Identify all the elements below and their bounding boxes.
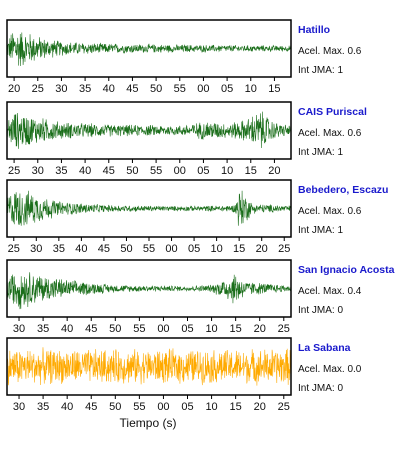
max-acceleration-label: Acel. Max. 0.4 bbox=[298, 286, 362, 297]
x-tick-label: 45 bbox=[85, 323, 97, 335]
x-tick-label: 30 bbox=[30, 243, 42, 255]
max-acceleration-label: Acel. Max. 0.6 bbox=[298, 206, 362, 217]
station-panel: 25 30 35 40 45 50 55 00 05 10 15 20 25 Bebedero, Esca… bbox=[6, 179, 388, 255]
x-tick-label: 05 bbox=[181, 323, 193, 335]
x-tick-label: 20 bbox=[254, 401, 266, 413]
x-tick-label: 15 bbox=[268, 83, 280, 95]
x-tick-label: 40 bbox=[61, 401, 73, 413]
x-tick-label: 00 bbox=[165, 243, 177, 255]
x-tick-label: 35 bbox=[53, 243, 65, 255]
panel-frame bbox=[6, 337, 292, 396]
x-tick-label: 15 bbox=[233, 243, 245, 255]
waveform-trace bbox=[6, 190, 292, 226]
panel-frame bbox=[6, 101, 292, 160]
x-tick-label: 30 bbox=[13, 401, 25, 413]
x-tick-label: 55 bbox=[133, 401, 145, 413]
waveform-trace bbox=[6, 32, 292, 67]
x-tick-label: 25 bbox=[32, 83, 44, 95]
max-acceleration-label: Acel. Max. 0.6 bbox=[298, 46, 362, 57]
waveform-trace bbox=[6, 272, 292, 310]
station-name: La Sabana bbox=[298, 342, 351, 354]
seismogram-panels: 20 25 30 35 40 45 50 55 00 05 10 15 Hatillo Acel. Max… bbox=[6, 19, 395, 413]
x-tick-label: 05 bbox=[197, 165, 209, 177]
x-tick-label: 55 bbox=[150, 165, 162, 177]
x-tick-label: 10 bbox=[210, 243, 222, 255]
x-tick-label: 25 bbox=[278, 243, 290, 255]
station-name: CAIS Puriscal bbox=[298, 106, 367, 118]
x-tick-label: 25 bbox=[278, 323, 290, 335]
station-name: Bebedero, Escazu bbox=[298, 184, 388, 196]
x-tick-label: 20 bbox=[268, 165, 280, 177]
x-tick-label: 20 bbox=[8, 83, 20, 95]
x-tick-label: 45 bbox=[103, 165, 115, 177]
x-tick-label: 40 bbox=[79, 165, 91, 177]
waveform-trace bbox=[6, 111, 292, 149]
x-tick-label: 25 bbox=[8, 243, 20, 255]
x-tick-label: 35 bbox=[55, 165, 67, 177]
x-tick-label: 20 bbox=[254, 323, 266, 335]
x-tick-label: 55 bbox=[143, 243, 155, 255]
station-name: San Ignacio Acosta bbox=[298, 264, 395, 276]
jma-intensity-label: Int JMA: 0 bbox=[298, 383, 343, 394]
x-tick-label: 40 bbox=[61, 323, 73, 335]
x-tick-label: 40 bbox=[75, 243, 87, 255]
x-tick-label: 45 bbox=[85, 401, 97, 413]
station-panel: 30 35 40 45 50 55 00 05 10 15 20 25 San Ignacio Acos… bbox=[6, 259, 395, 335]
x-tick-label: 05 bbox=[181, 401, 193, 413]
x-tick-label: 00 bbox=[197, 83, 209, 95]
x-tick-label: 50 bbox=[109, 401, 121, 413]
x-tick-label: 40 bbox=[103, 83, 115, 95]
waveform-trace bbox=[6, 347, 292, 386]
x-tick-label: 15 bbox=[230, 401, 242, 413]
max-acceleration-label: Acel. Max. 0.6 bbox=[298, 128, 362, 139]
x-tick-label: 00 bbox=[174, 165, 186, 177]
x-tick-label: 45 bbox=[98, 243, 110, 255]
x-axis-label: Tiempo (s) bbox=[120, 416, 177, 430]
x-tick-label: 30 bbox=[55, 83, 67, 95]
x-tick-label: 10 bbox=[205, 401, 217, 413]
x-tick-label: 50 bbox=[150, 83, 162, 95]
jma-intensity-label: Int JMA: 0 bbox=[298, 305, 343, 316]
x-tick-label: 10 bbox=[205, 323, 217, 335]
x-tick-label: 50 bbox=[109, 323, 121, 335]
station-panel: 25 30 35 40 45 50 55 00 05 10 15 20 CAIS Puriscal Ace… bbox=[6, 101, 367, 177]
x-tick-label: 15 bbox=[245, 165, 257, 177]
x-tick-label: 35 bbox=[37, 401, 49, 413]
x-tick-label: 30 bbox=[13, 323, 25, 335]
jma-intensity-label: Int JMA: 1 bbox=[298, 225, 343, 236]
x-tick-label: 45 bbox=[126, 83, 138, 95]
x-tick-label: 00 bbox=[157, 323, 169, 335]
jma-intensity-label: Int JMA: 1 bbox=[298, 65, 343, 76]
x-tick-label: 35 bbox=[79, 83, 91, 95]
x-tick-label: 55 bbox=[174, 83, 186, 95]
x-tick-label: 25 bbox=[278, 401, 290, 413]
x-tick-label: 50 bbox=[120, 243, 132, 255]
x-tick-label: 00 bbox=[157, 401, 169, 413]
jma-intensity-label: Int JMA: 1 bbox=[298, 147, 343, 158]
x-tick-label: 05 bbox=[221, 83, 233, 95]
station-panel: 30 35 40 45 50 55 00 05 10 15 20 25 La Sabana Acel. M… bbox=[6, 337, 362, 413]
x-tick-label: 20 bbox=[256, 243, 268, 255]
panel-frame bbox=[6, 259, 292, 318]
station-panel: 20 25 30 35 40 45 50 55 00 05 10 15 Hatillo Acel. Max… bbox=[6, 19, 362, 95]
panel-frame bbox=[6, 19, 292, 78]
x-tick-label: 25 bbox=[8, 165, 20, 177]
x-tick-label: 05 bbox=[188, 243, 200, 255]
x-tick-label: 55 bbox=[133, 323, 145, 335]
max-acceleration-label: Acel. Max. 0.0 bbox=[298, 364, 362, 375]
x-tick-label: 35 bbox=[37, 323, 49, 335]
x-tick-label: 15 bbox=[230, 323, 242, 335]
x-tick-label: 50 bbox=[126, 165, 138, 177]
x-tick-label: 10 bbox=[221, 165, 233, 177]
x-tick-label: 30 bbox=[32, 165, 44, 177]
station-name: Hatillo bbox=[298, 24, 330, 36]
x-tick-label: 10 bbox=[245, 83, 257, 95]
